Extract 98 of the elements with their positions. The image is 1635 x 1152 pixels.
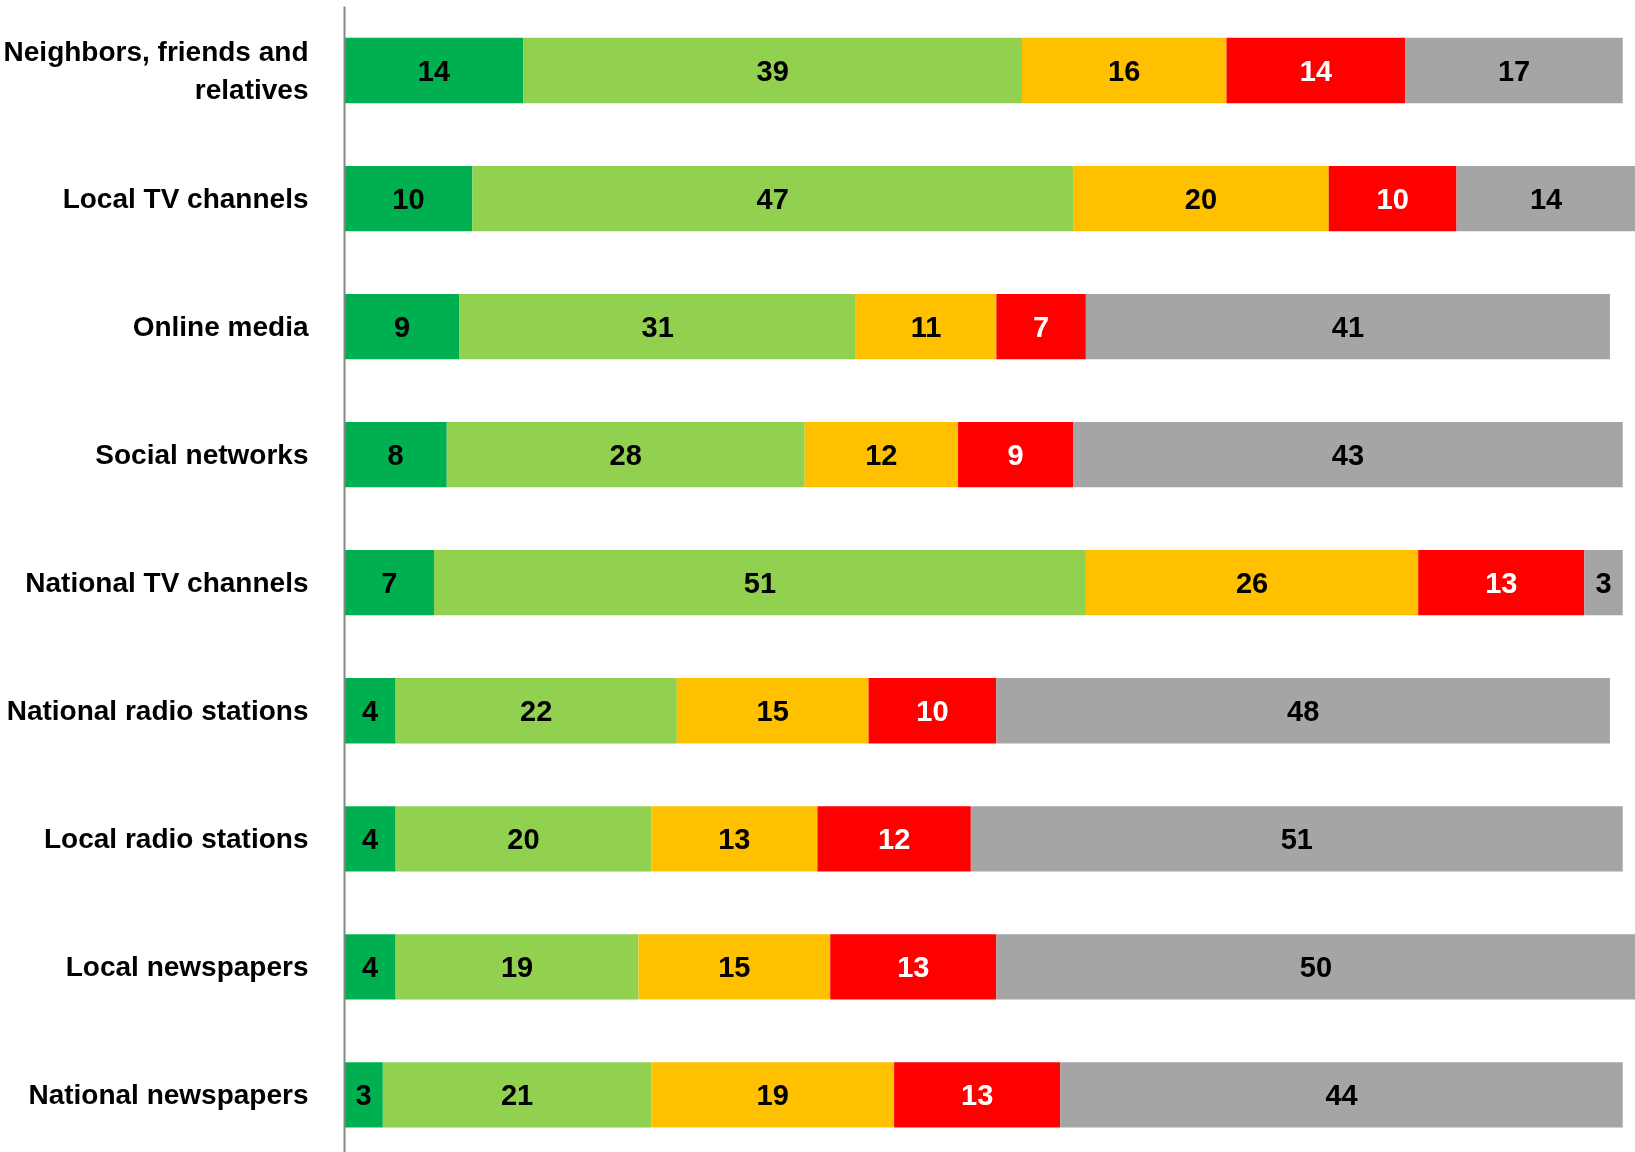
bar <box>651 1062 895 1128</box>
data-label: 3 <box>355 1078 372 1111</box>
bar <box>1328 165 1457 232</box>
bar <box>395 934 639 1000</box>
data-label: 28 <box>609 438 642 471</box>
data-label: 44 <box>1325 1078 1358 1111</box>
bar <box>472 165 1074 232</box>
bar <box>996 293 1086 360</box>
data-label: 43 <box>1331 438 1365 471</box>
bar <box>996 678 1610 744</box>
bar <box>1584 550 1623 616</box>
bar <box>868 678 997 744</box>
data-label: 19 <box>756 1078 789 1111</box>
y-tick-label: Social networks <box>95 439 309 471</box>
bar <box>344 165 473 232</box>
data-label: 31 <box>641 310 674 343</box>
data-label: 14 <box>417 54 451 87</box>
bar <box>344 678 396 744</box>
data-label: 10 <box>1376 182 1409 215</box>
data-label: 4 <box>362 822 379 855</box>
bar <box>344 293 460 360</box>
bar <box>1226 37 1406 104</box>
bar <box>651 806 818 872</box>
bar <box>958 422 1074 488</box>
data-label: 20 <box>1184 182 1218 215</box>
bar <box>1085 550 1419 616</box>
data-label: 9 <box>1007 438 1024 471</box>
bar <box>344 422 447 488</box>
data-label: 13 <box>897 950 930 983</box>
bar <box>804 422 959 488</box>
bar <box>395 806 652 872</box>
y-tick-label: National newspapers <box>28 1079 309 1111</box>
data-label: 47 <box>756 182 789 215</box>
bar <box>523 37 1022 104</box>
data-label: 15 <box>756 694 789 727</box>
data-label: 51 <box>743 566 777 599</box>
data-label: 22 <box>520 694 553 727</box>
bar <box>830 934 997 1000</box>
data-label: 19 <box>500 950 534 983</box>
y-tick-label: Online media <box>132 311 309 343</box>
bar <box>676 678 869 744</box>
bar <box>395 678 677 744</box>
y-tick-label: National TV channels <box>25 567 309 599</box>
bar <box>1060 1062 1623 1128</box>
data-label: 14 <box>1299 54 1333 87</box>
data-label: 48 <box>1287 694 1320 727</box>
bar <box>638 934 831 1000</box>
data-label: 4 <box>362 694 379 727</box>
bar <box>970 806 1623 872</box>
data-label: 13 <box>1485 566 1518 599</box>
bar <box>1456 165 1635 232</box>
y-tick-label: National radio stations <box>6 695 309 727</box>
y-tick-label: Neighbors, friends and relatives <box>3 36 309 105</box>
data-label: 13 <box>961 1078 994 1111</box>
data-label: 3 <box>1595 566 1612 599</box>
bar <box>344 806 396 872</box>
data-label: 4 <box>362 950 379 983</box>
bar <box>344 37 524 104</box>
data-label: 7 <box>1033 310 1050 343</box>
bar <box>817 806 971 872</box>
data-label: 39 <box>756 54 789 87</box>
data-label: 14 <box>1529 182 1563 215</box>
bar <box>446 422 805 488</box>
data-label: 11 <box>910 310 942 343</box>
data-label: 16 <box>1108 54 1141 87</box>
bar <box>1073 165 1329 232</box>
bar <box>1021 37 1227 104</box>
data-label: 26 <box>1235 566 1269 599</box>
data-label: 13 <box>718 822 751 855</box>
bar <box>855 293 997 360</box>
bar <box>382 1062 652 1128</box>
data-label: 12 <box>878 822 911 855</box>
data-label: 12 <box>865 438 898 471</box>
bar <box>1073 422 1623 488</box>
data-label: 10 <box>392 182 425 215</box>
data-label: 21 <box>500 1078 534 1111</box>
bar <box>996 934 1635 1000</box>
data-label: 51 <box>1280 822 1313 855</box>
bar <box>1405 37 1623 104</box>
bar <box>344 550 434 616</box>
bar <box>344 934 396 1000</box>
bar <box>1418 550 1585 616</box>
data-label: 17 <box>1497 54 1531 87</box>
y-tick-label: Local newspapers <box>65 951 309 983</box>
bar <box>1085 293 1610 360</box>
data-label: 41 <box>1331 310 1365 343</box>
data-label: 15 <box>718 950 751 983</box>
data-label: 50 <box>1299 950 1333 983</box>
bar <box>433 550 1086 616</box>
bar <box>459 293 856 360</box>
data-label: 9 <box>393 310 411 343</box>
data-label: 7 <box>381 566 398 599</box>
data-label: 8 <box>387 438 404 471</box>
bar <box>894 1062 1061 1128</box>
y-tick-label: Local TV channels <box>62 183 309 215</box>
data-label: 20 <box>507 822 540 855</box>
y-tick-label: Local radio stations <box>44 823 309 855</box>
data-label: 10 <box>916 694 949 727</box>
